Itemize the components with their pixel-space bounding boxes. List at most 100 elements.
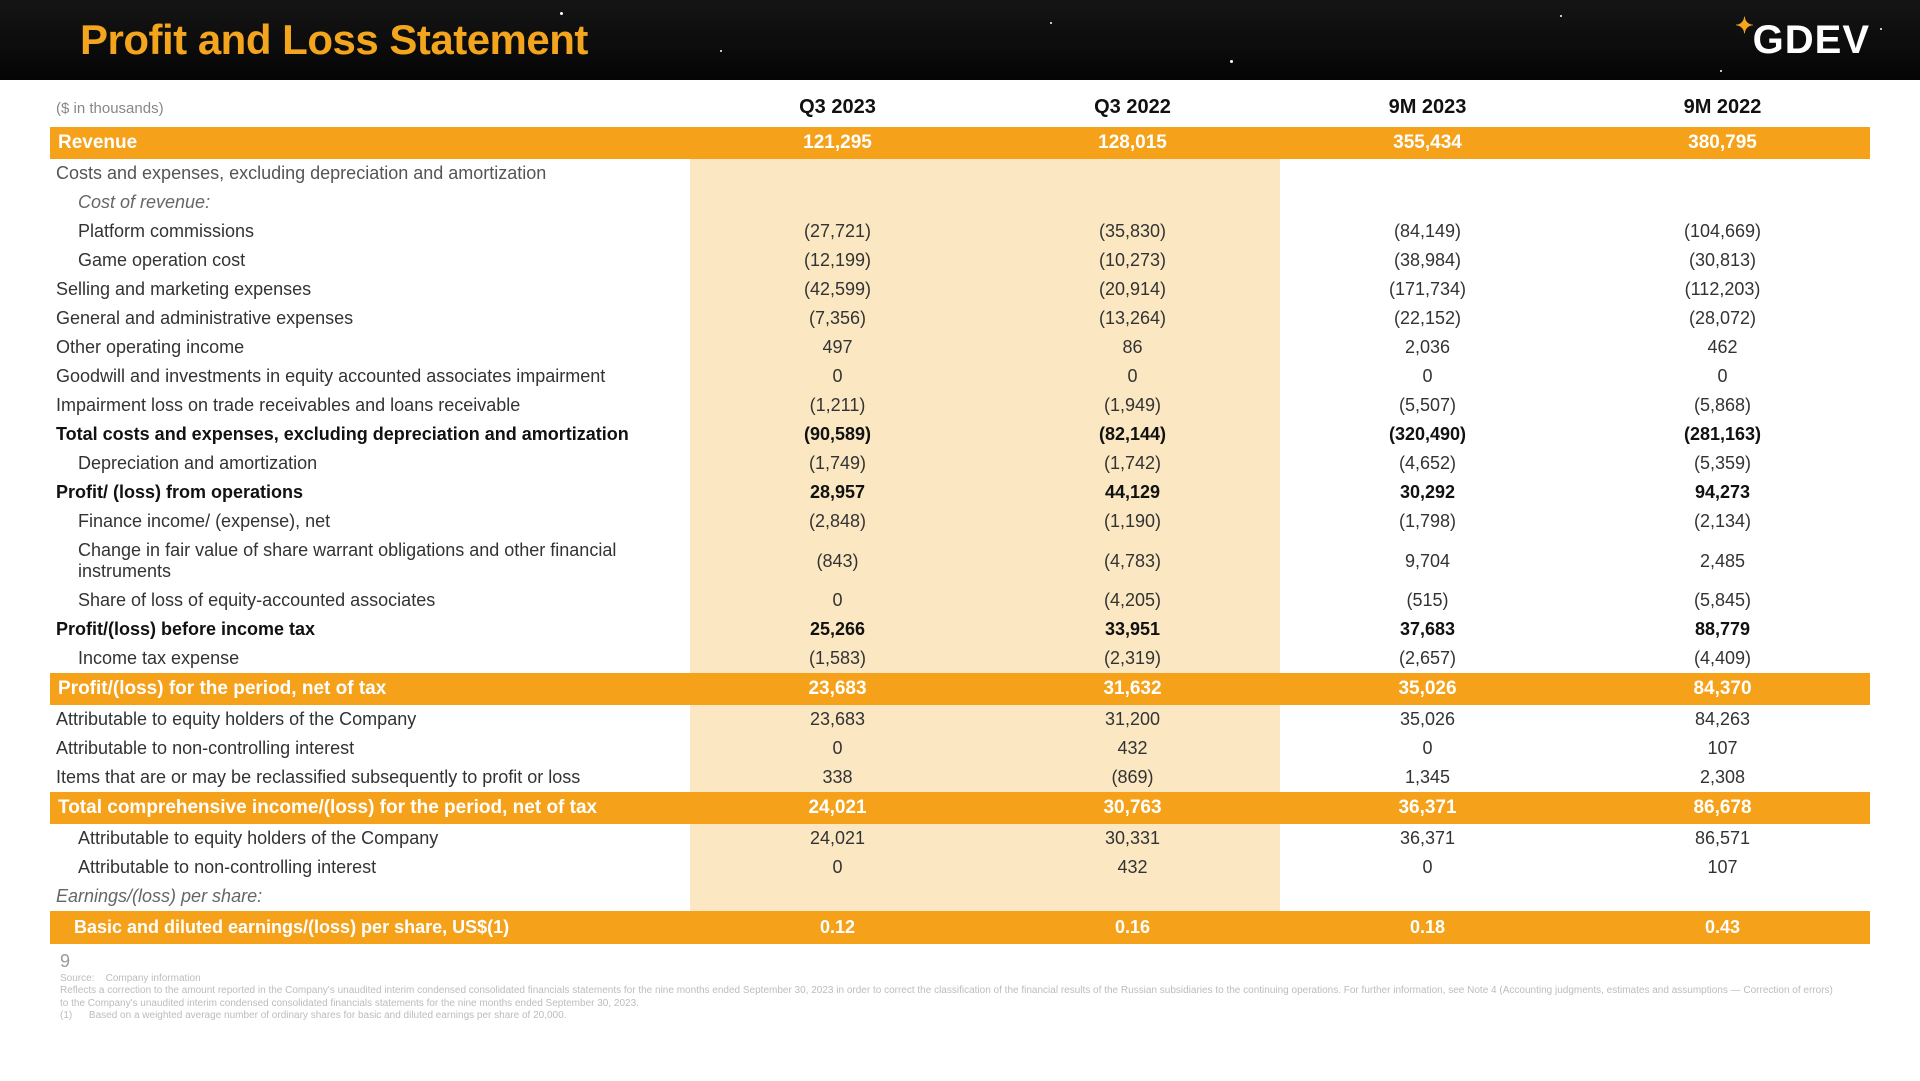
cell: 462 [1575, 333, 1870, 362]
col-header: 9M 2023 [1280, 92, 1575, 127]
cell: (281,163) [1575, 420, 1870, 449]
row-label: Share of loss of equity-accounted associ… [50, 586, 690, 615]
table-row: Basic and diluted earnings/(loss) per sh… [50, 911, 1870, 944]
cell: 31,200 [985, 705, 1280, 734]
cell [690, 882, 985, 911]
table-row: Items that are or may be reclassified su… [50, 763, 1870, 792]
cell [985, 188, 1280, 217]
cell: 36,371 [1280, 792, 1575, 824]
cell: (12,199) [690, 246, 985, 275]
cell [1280, 159, 1575, 188]
table-row: Share of loss of equity-accounted associ… [50, 586, 1870, 615]
cell: 86,678 [1575, 792, 1870, 824]
col-header: 9M 2022 [1575, 92, 1870, 127]
row-label: Goodwill and investments in equity accou… [50, 362, 690, 391]
cell: (320,490) [1280, 420, 1575, 449]
table-row: Revenue121,295128,015355,434380,795 [50, 127, 1870, 159]
cell: 30,763 [985, 792, 1280, 824]
table-row: Total comprehensive income/(loss) for th… [50, 792, 1870, 824]
cell: 107 [1575, 853, 1870, 882]
cell: 0 [690, 853, 985, 882]
cell: 31,632 [985, 673, 1280, 705]
row-label: Basic and diluted earnings/(loss) per sh… [50, 911, 690, 944]
cell: 44,129 [985, 478, 1280, 507]
cell: (2,319) [985, 644, 1280, 673]
page-title: Profit and Loss Statement [80, 16, 588, 64]
cell: (171,734) [1280, 275, 1575, 304]
table-row: Platform commissions(27,721)(35,830)(84,… [50, 217, 1870, 246]
row-label: Other operating income [50, 333, 690, 362]
cell: 0.43 [1575, 911, 1870, 944]
cell: 107 [1575, 734, 1870, 763]
cell: 0 [690, 586, 985, 615]
row-label: General and administrative expenses [50, 304, 690, 333]
row-label: Attributable to equity holders of the Co… [50, 705, 690, 734]
cell: 497 [690, 333, 985, 362]
cell: (2,657) [1280, 644, 1575, 673]
row-label: Total comprehensive income/(loss) for th… [50, 792, 690, 824]
row-label: Selling and marketing expenses [50, 275, 690, 304]
table-row: Attributable to equity holders of the Co… [50, 705, 1870, 734]
table-row: Total costs and expenses, excluding depr… [50, 420, 1870, 449]
cell: (1,211) [690, 391, 985, 420]
row-label: Game operation cost [50, 246, 690, 275]
table-row: Attributable to non-controlling interest… [50, 853, 1870, 882]
cell: (30,813) [1575, 246, 1870, 275]
table-row: Profit/ (loss) from operations28,95744,1… [50, 478, 1870, 507]
cell: 2,036 [1280, 333, 1575, 362]
cell: 28,957 [690, 478, 985, 507]
cell: (1,583) [690, 644, 985, 673]
logo-star-icon: ✦ [1735, 13, 1754, 39]
cell: 0 [1280, 362, 1575, 391]
cell: 33,951 [985, 615, 1280, 644]
cell: (4,783) [985, 536, 1280, 586]
cell: (4,409) [1575, 644, 1870, 673]
footer-text: Source: Company information Reflects a c… [60, 973, 1840, 1023]
cell: (5,359) [1575, 449, 1870, 478]
row-label: Change in fair value of share warrant ob… [50, 536, 690, 586]
cell [1575, 188, 1870, 217]
cell: 0 [690, 362, 985, 391]
row-label: Profit/(loss) before income tax [50, 615, 690, 644]
cell [985, 882, 1280, 911]
slide-header: Profit and Loss Statement ✦ GDEV [0, 0, 1920, 80]
row-label: Total costs and expenses, excluding depr… [50, 420, 690, 449]
cell: 35,026 [1280, 673, 1575, 705]
cell: (4,652) [1280, 449, 1575, 478]
table-row: Cost of revenue: [50, 188, 1870, 217]
table-row: Costs and expenses, excluding depreciati… [50, 159, 1870, 188]
cell [1280, 882, 1575, 911]
table-row: Income tax expense(1,583)(2,319)(2,657)(… [50, 644, 1870, 673]
cell: (112,203) [1575, 275, 1870, 304]
cell: 24,021 [690, 824, 985, 853]
cell: 23,683 [690, 673, 985, 705]
units-label: ($ in thousands) [50, 92, 690, 127]
cell: 37,683 [1280, 615, 1575, 644]
footnote-main: Reflects a correction to the amount repo… [60, 985, 1833, 1009]
row-label: Attributable to equity holders of the Co… [50, 824, 690, 853]
cell: 0 [985, 362, 1280, 391]
cell: (5,507) [1280, 391, 1575, 420]
cell: (28,072) [1575, 304, 1870, 333]
footnote-1-label: (1) [60, 1010, 72, 1021]
table-row: Finance income/ (expense), net(2,848)(1,… [50, 507, 1870, 536]
cell: (90,589) [690, 420, 985, 449]
cell: 380,795 [1575, 127, 1870, 159]
cell: (1,742) [985, 449, 1280, 478]
cell: (1,749) [690, 449, 985, 478]
cell [1280, 188, 1575, 217]
cell: (27,721) [690, 217, 985, 246]
row-label: Platform commissions [50, 217, 690, 246]
table-row: Earnings/(loss) per share: [50, 882, 1870, 911]
cell: (1,190) [985, 507, 1280, 536]
cell: (2,848) [690, 507, 985, 536]
cell: (7,356) [690, 304, 985, 333]
cell: (10,273) [985, 246, 1280, 275]
cell: 1,345 [1280, 763, 1575, 792]
cell: (5,868) [1575, 391, 1870, 420]
cell: 84,263 [1575, 705, 1870, 734]
table-row: General and administrative expenses(7,35… [50, 304, 1870, 333]
cell: 121,295 [690, 127, 985, 159]
table-row: Depreciation and amortization(1,749)(1,7… [50, 449, 1870, 478]
cell: (22,152) [1280, 304, 1575, 333]
